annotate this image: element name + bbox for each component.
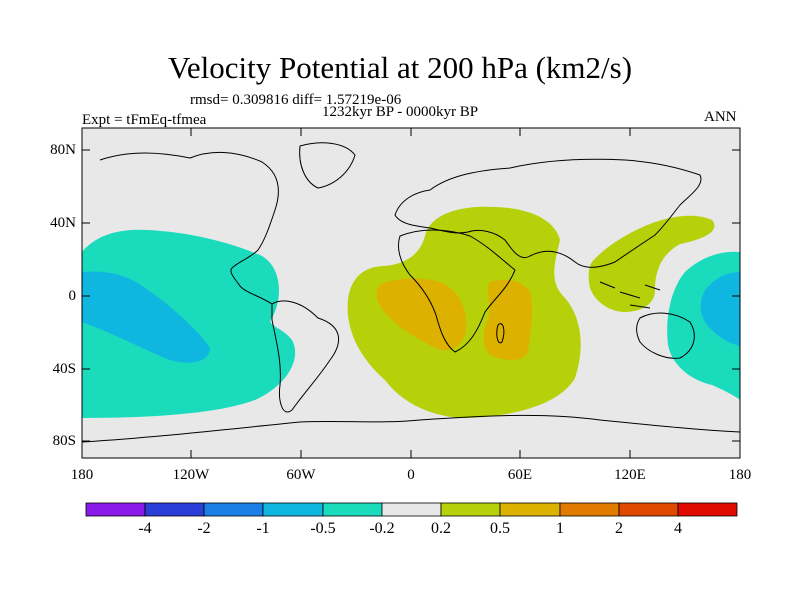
colorbar-label-6: 0.2 bbox=[431, 520, 451, 537]
contour-positive-africa-core-east bbox=[483, 279, 533, 360]
colorbar-bin-4 bbox=[262, 502, 324, 517]
lat-label-80n: 80N bbox=[50, 142, 76, 158]
lon-label-0: 0 bbox=[407, 467, 415, 483]
coastline-greenland bbox=[299, 142, 356, 189]
colorbar-bin-6 bbox=[381, 502, 442, 517]
colorbar-bin-2 bbox=[144, 502, 205, 517]
lat-label-40n: 40N bbox=[50, 215, 76, 231]
colorbar-bin-9 bbox=[559, 502, 620, 517]
coastline-madagascar bbox=[496, 323, 505, 344]
colorbar-label-1: -4 bbox=[138, 520, 152, 537]
contour-negative-west-pacific-core bbox=[700, 272, 740, 346]
contour-positive-africa-core-west bbox=[376, 278, 467, 351]
colorbar-bin-11 bbox=[677, 502, 738, 517]
coastline-europe-asia bbox=[394, 158, 702, 268]
coastline-antarctica bbox=[82, 414, 740, 443]
coastline-australia bbox=[636, 312, 695, 359]
coastline-africa bbox=[397, 229, 516, 353]
colorbar-label-5: -0.2 bbox=[369, 520, 395, 537]
contour-positive-maritime bbox=[588, 215, 715, 312]
lat-label-40s: 40S bbox=[52, 361, 76, 377]
lon-label-180e: 180 bbox=[728, 467, 752, 483]
colorbar-label-10: 4 bbox=[674, 520, 682, 537]
colorbar-bin-10 bbox=[618, 502, 679, 517]
colorbar-bin-7 bbox=[440, 502, 501, 517]
lat-label-80s: 80S bbox=[52, 433, 76, 449]
colorbar-bin-1 bbox=[85, 502, 146, 517]
lon-label-60w: 60W bbox=[286, 467, 316, 483]
period-label: 1232kyr BP - 0000kyr BP bbox=[322, 104, 479, 120]
stats-text: rmsd= 0.309816 diff= 1.57219e-06 bbox=[190, 92, 402, 108]
contour-negative-east-pacific-core bbox=[82, 271, 210, 363]
coastline-maritime-islands bbox=[599, 281, 661, 309]
lon-label-120w: 120W bbox=[172, 467, 210, 483]
colorbar-label-2: -2 bbox=[197, 520, 211, 537]
colorbar-label-8: 1 bbox=[556, 520, 564, 537]
colorbar-bin-5 bbox=[322, 502, 383, 517]
coastline-north-america bbox=[99, 151, 279, 305]
colorbar bbox=[85, 502, 738, 517]
colorbar-bin-3 bbox=[203, 502, 264, 517]
lon-label-180w: 180 bbox=[70, 467, 94, 483]
colorbar-label-3: -1 bbox=[256, 520, 270, 537]
season-label: ANN bbox=[704, 109, 737, 125]
axis-ticks bbox=[81, 128, 741, 458]
chart-title: Velocity Potential at 200 hPa (km2/s) bbox=[167, 50, 633, 85]
experiment-label: Expt = tFmEq-tfmea bbox=[82, 112, 207, 128]
colorbar-label-4: -0.5 bbox=[310, 520, 336, 537]
coastline-south-america bbox=[271, 300, 340, 413]
colorbar-label-9: 2 bbox=[615, 520, 623, 537]
lat-label-0: 0 bbox=[68, 288, 77, 304]
coastlines bbox=[82, 142, 740, 443]
lon-label-120e: 120E bbox=[614, 467, 646, 483]
colorbar-bin-8 bbox=[499, 502, 561, 517]
colorbar-label-7: 0.5 bbox=[490, 520, 510, 537]
lon-label-60e: 60E bbox=[507, 467, 533, 483]
